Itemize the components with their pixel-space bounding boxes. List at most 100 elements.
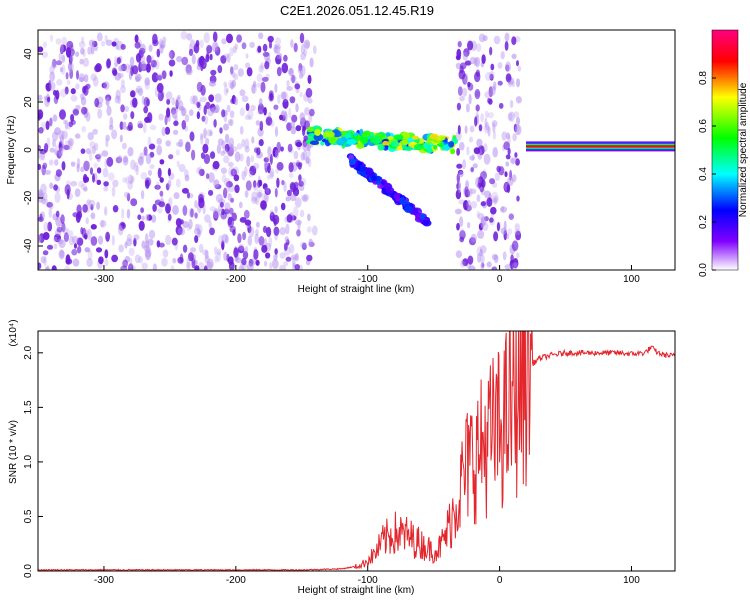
spectrogram-noise-blob bbox=[249, 226, 255, 238]
spectrogram-noise-blob bbox=[279, 114, 283, 121]
spectrogram-noise-blob bbox=[257, 191, 263, 198]
spectrogram-noise-blob bbox=[488, 217, 496, 226]
spectrogram-noise-blob bbox=[507, 147, 511, 156]
colorbar-tick-label: 0.8 bbox=[698, 71, 709, 85]
spectrogram-noise-blob bbox=[173, 192, 180, 200]
spectrogram-noise-blob bbox=[299, 112, 306, 122]
spectrogram-noise-blob bbox=[194, 212, 198, 219]
spectrogram-noise-blob bbox=[58, 147, 64, 157]
y-tick-label: -20 bbox=[23, 190, 34, 205]
spectrogram-noise-blob bbox=[489, 178, 496, 185]
spectrogram-noise-blob bbox=[227, 119, 233, 126]
spectrogram-noise-blob bbox=[196, 111, 201, 120]
spectrogram-noise-blob bbox=[95, 154, 101, 160]
spectrogram-noise-blob bbox=[38, 46, 44, 53]
spectrogram-noise-blob bbox=[123, 155, 128, 163]
spectrogram-noise-blob bbox=[294, 197, 302, 208]
spectrogram-noise-blob bbox=[89, 141, 96, 149]
spectrogram-noise-blob bbox=[206, 129, 213, 137]
spectrogram-noise-blob bbox=[490, 85, 496, 96]
spectrogram-noise-blob bbox=[465, 189, 471, 198]
spectrogram-noise-blob bbox=[190, 208, 194, 218]
spectrogram-noise-blob bbox=[58, 249, 65, 260]
spectrogram-noise-blob bbox=[170, 264, 175, 270]
spectrogram-noise-blob bbox=[168, 59, 176, 67]
spectrogram-noise-blob bbox=[466, 222, 471, 229]
spectrogram-noise-blob bbox=[225, 88, 229, 94]
spectrogram-noise-blob bbox=[277, 94, 281, 105]
spectrogram-noise-blob bbox=[138, 47, 146, 55]
spectrogram-noise-blob bbox=[208, 172, 215, 183]
spectrogram-noise-blob bbox=[49, 71, 55, 82]
spectrogram-noise-blob bbox=[182, 220, 189, 229]
spectrogram-noise-blob bbox=[486, 261, 492, 268]
spectrogram-noise-blob bbox=[303, 39, 311, 49]
spectrogram-noise-blob bbox=[491, 120, 498, 128]
spectrogram-noise-blob bbox=[232, 166, 239, 177]
spectrogram-noise-blob bbox=[227, 161, 234, 167]
spectrogram-noise-blob bbox=[251, 136, 255, 144]
spectrogram-noise-blob bbox=[74, 188, 81, 198]
spectrogram-noise-blob bbox=[140, 190, 145, 200]
spectrogram-noise-blob bbox=[70, 180, 78, 187]
spectrogram-noise-blob bbox=[455, 250, 463, 258]
spectrogram-noise-blob bbox=[64, 86, 69, 95]
spectrogram-noise-blob bbox=[80, 166, 85, 173]
spectrogram-noise-blob bbox=[285, 223, 290, 235]
spectrogram-noise-blob bbox=[505, 154, 511, 160]
spectrogram-noise-blob bbox=[149, 124, 157, 131]
spectrogram-noise-blob bbox=[55, 90, 60, 100]
spectrogram-noise-blob bbox=[255, 221, 260, 228]
spectrogram-noise-blob bbox=[51, 265, 57, 270]
spectrogram-noise-blob bbox=[194, 235, 199, 244]
spectrogram-noise-blob bbox=[63, 119, 67, 125]
spectrogram-noise-blob bbox=[198, 197, 205, 209]
spectrogram-noise-blob bbox=[242, 250, 249, 260]
spectrogram-noise-blob bbox=[68, 121, 74, 128]
spectrogram-noise-blob bbox=[511, 36, 517, 46]
spectrogram-noise-blob bbox=[68, 62, 73, 70]
spectrogram-noise-blob bbox=[53, 243, 58, 250]
spectrogram-noise-blob bbox=[229, 118, 234, 127]
spectrogram-noise-blob bbox=[500, 206, 507, 213]
spectrogram-noise-blob bbox=[175, 149, 180, 156]
spectrogram-noise-blob bbox=[143, 245, 151, 253]
spectrogram-noise-blob bbox=[255, 259, 260, 266]
spectrogram-noise-blob bbox=[120, 79, 125, 88]
spectrogram-noise-blob bbox=[241, 138, 246, 148]
spectrogram-noise-blob bbox=[307, 98, 313, 104]
spectrogram-noise-blob bbox=[496, 222, 500, 232]
spectrogram-noise-blob bbox=[165, 203, 171, 214]
spectrogram-signal-blob bbox=[328, 135, 337, 144]
spectrogram-noise-blob bbox=[198, 243, 204, 253]
spectrogram-noise-blob bbox=[175, 218, 182, 227]
spectrogram-noise-blob bbox=[124, 105, 130, 113]
spectrogram-noise-blob bbox=[487, 97, 491, 104]
spectrogram-noise-blob bbox=[55, 210, 60, 218]
spectrogram-noise-blob bbox=[48, 79, 52, 89]
spectrogram-noise-blob bbox=[159, 159, 165, 165]
spectrogram-noise-blob bbox=[191, 54, 196, 65]
spectrogram-noise-blob bbox=[261, 244, 268, 253]
spectrogram-noise-blob bbox=[208, 220, 212, 229]
spectrogram-noise-blob bbox=[305, 156, 310, 164]
spectrogram-noise-blob bbox=[505, 64, 510, 72]
spectrogram-noise-blob bbox=[246, 155, 251, 167]
spectrogram-noise-blob bbox=[234, 184, 240, 194]
x-tick-label: -200 bbox=[226, 274, 246, 285]
spectrogram-noise-blob bbox=[182, 205, 188, 216]
spectrogram-noise-blob bbox=[206, 45, 213, 54]
spectrogram-noise-blob bbox=[76, 157, 81, 169]
spectrogram-noise-blob bbox=[199, 168, 205, 177]
spectrogram-noise-blob bbox=[289, 243, 295, 254]
spectrogram-noise-blob bbox=[156, 48, 161, 58]
spectrogram-noise-blob bbox=[128, 263, 134, 270]
spectrogram-noise-blob bbox=[80, 183, 87, 191]
spectrogram-noise-blob bbox=[61, 64, 66, 76]
spectrogram-noise-blob bbox=[239, 89, 246, 97]
spectrogram-noise-blob bbox=[458, 170, 464, 178]
spectrogram-noise-blob bbox=[100, 40, 106, 47]
spectrogram-signal-blob bbox=[370, 175, 377, 182]
spectrogram-noise-blob bbox=[275, 54, 282, 65]
spectrogram-noise-blob bbox=[478, 124, 483, 132]
